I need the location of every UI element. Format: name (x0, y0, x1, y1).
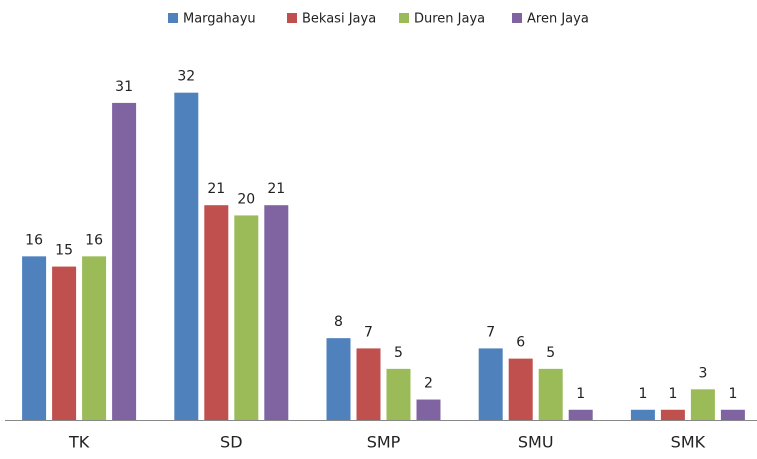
bar (204, 205, 229, 420)
legend-swatch (512, 13, 522, 23)
data-label: 31 (115, 79, 133, 95)
x-tick-label: SD (220, 433, 242, 452)
data-label: 15 (55, 243, 73, 259)
data-label: 8 (334, 314, 343, 330)
bar (82, 256, 107, 420)
legend-label: Margahayu (183, 12, 256, 27)
legend-label: Bekasi Jaya (302, 12, 376, 27)
data-label: 32 (177, 69, 195, 85)
bar (568, 409, 593, 420)
data-label: 16 (85, 232, 103, 248)
bar (538, 368, 563, 420)
bar (174, 92, 199, 420)
bar (690, 389, 715, 420)
data-label: 20 (237, 191, 255, 207)
bar (478, 348, 503, 420)
bar (112, 102, 137, 421)
data-label: 1 (668, 386, 677, 402)
data-label: 1 (638, 386, 647, 402)
legend-swatch (399, 13, 409, 23)
bar (720, 409, 745, 420)
legend-label: Aren Jaya (527, 12, 589, 27)
data-label: 5 (546, 345, 555, 361)
legend-swatch (168, 13, 178, 23)
bar (630, 409, 655, 420)
bar (660, 409, 685, 420)
bar (386, 368, 411, 420)
data-label: 5 (394, 345, 403, 361)
data-label: 16 (25, 232, 43, 248)
x-tick-label: TK (68, 433, 90, 452)
x-tick-label: SMU (518, 433, 554, 452)
legend-label: Duren Jaya (414, 12, 485, 27)
data-label: 1 (576, 386, 585, 402)
bar (508, 358, 533, 420)
data-label: 2 (424, 376, 433, 392)
bar (234, 215, 259, 420)
data-label: 21 (267, 181, 285, 197)
data-label: 3 (698, 365, 707, 381)
data-label: 21 (207, 181, 225, 197)
bar (326, 338, 351, 420)
x-tick-label: SMP (367, 433, 401, 452)
data-label: 6 (516, 335, 525, 351)
bar (356, 348, 381, 420)
bar (22, 256, 47, 420)
data-label: 1 (728, 386, 737, 402)
x-tick-label: SMK (671, 433, 706, 452)
legend-swatch (287, 13, 297, 23)
data-label: 7 (364, 324, 373, 340)
bar (416, 399, 441, 420)
data-label: 7 (486, 324, 495, 340)
bar (52, 266, 77, 420)
bar (264, 205, 289, 420)
